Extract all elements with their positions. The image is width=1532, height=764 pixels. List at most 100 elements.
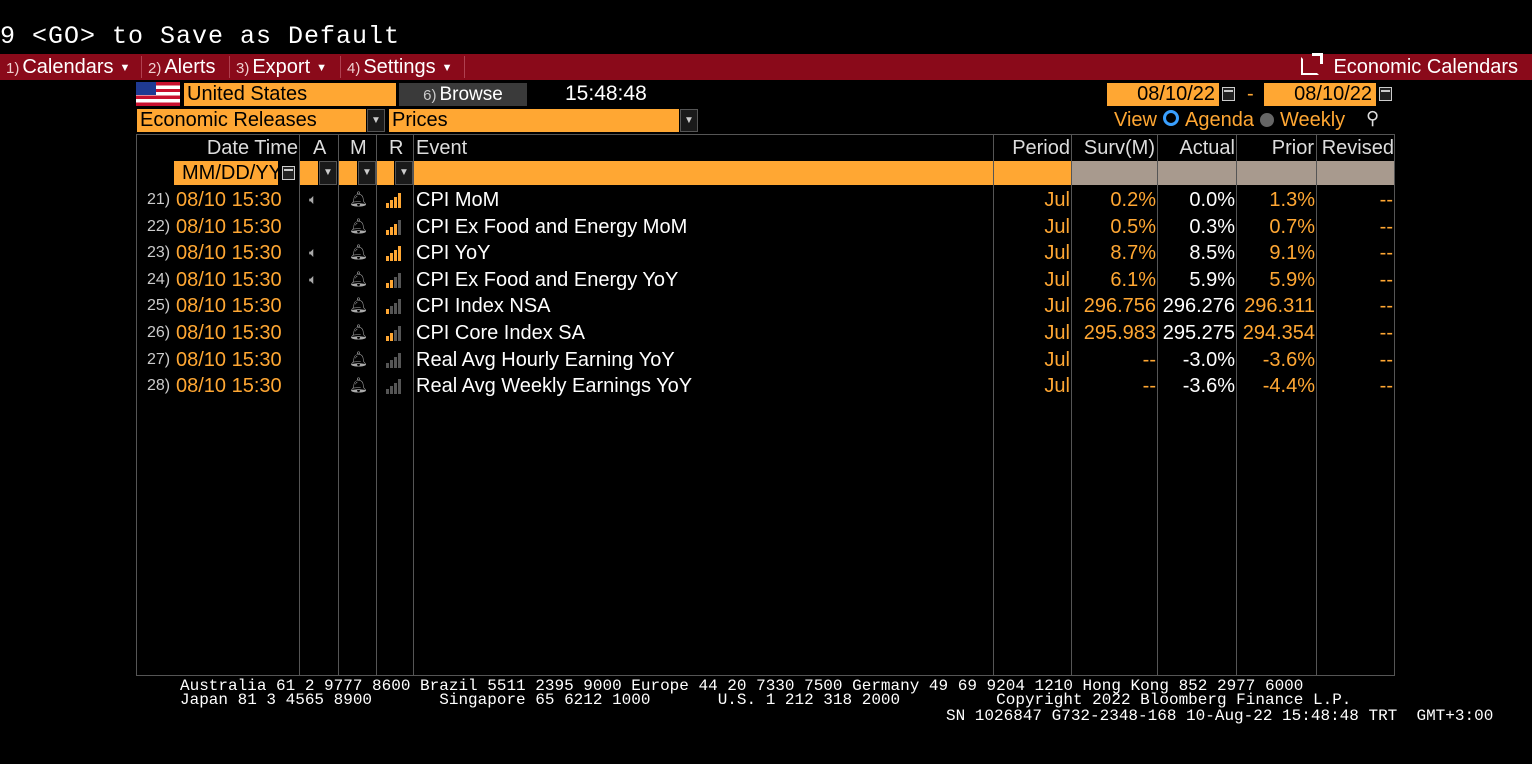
column-header-actual[interactable]: Actual (1179, 137, 1235, 159)
column-header-period[interactable]: Period (1012, 137, 1070, 159)
survey-value: 295.983 (1083, 322, 1156, 344)
menu-calendars[interactable]: 1) Calendars ▼ (6, 56, 131, 78)
date-filter-input[interactable]: MM/DD/YY (174, 161, 282, 185)
period-filter-input[interactable] (994, 161, 1071, 185)
date-from-field[interactable]: 08/10/22 (1107, 83, 1219, 106)
column-header-m[interactable]: M (350, 137, 367, 159)
event-datetime: 08/10 15:30 (176, 349, 282, 371)
menu-export[interactable]: 3) Export ▼ (236, 56, 328, 78)
relevance-bars-icon (386, 325, 404, 341)
row-number: 26) (147, 324, 171, 341)
column-header-prior[interactable]: Prior (1271, 137, 1314, 159)
bell-icon[interactable]: 🔔︎ (349, 351, 369, 368)
survey-value: 8.7% (1110, 242, 1156, 264)
chevron-down-icon: ▼ (119, 61, 131, 74)
column-divider (1316, 134, 1317, 676)
chevron-down-icon: ▼ (441, 61, 453, 74)
actual-value: 5.9% (1189, 269, 1235, 291)
table-row[interactable]: 28) 08/10 15:30 🔔︎ Real Avg Weekly Earnings… (137, 373, 1394, 399)
column-header-a[interactable]: A (313, 137, 327, 159)
window-title[interactable]: Economic Calendars (1301, 53, 1518, 80)
radio-selected-icon[interactable] (1163, 110, 1179, 126)
menu-export-label: Export (252, 56, 311, 78)
radio-unselected-icon[interactable] (1259, 113, 1274, 127)
table-row[interactable]: 27) 08/10 15:30 🔔︎ Real Avg Hourly Earning … (137, 347, 1394, 373)
view-agenda-option[interactable]: Agenda (1185, 109, 1254, 131)
us-flag-icon (136, 82, 180, 106)
column-header-r[interactable]: R (389, 137, 404, 159)
speaker-icon[interactable]: 🔈︎ (309, 271, 318, 287)
bell-icon[interactable]: 🔔︎ (349, 244, 369, 261)
external-link-icon (1301, 53, 1324, 75)
table-row[interactable]: 26) 08/10 15:30 🔔︎ CPI Core Index SA Jul 295.… (137, 320, 1394, 346)
column-divider (376, 134, 377, 676)
event-period: Jul (1044, 349, 1070, 371)
event-name: CPI Ex Food and Energy MoM (416, 216, 688, 238)
chevron-down-icon[interactable]: ▼ (358, 161, 376, 185)
menu-alerts[interactable]: 2) Alerts (148, 56, 216, 78)
event-filter-input[interactable] (414, 161, 993, 185)
revised-filter (1317, 161, 1394, 185)
audio-filter[interactable] (300, 161, 318, 185)
event-period: Jul (1044, 269, 1070, 291)
column-header-survey[interactable]: Surv(M) (1083, 137, 1155, 159)
table-row[interactable]: 23) 08/10 15:30 🔈︎ 🔔︎ CPI YoY Jul 8.7% 8.5% 9.1%… (137, 240, 1394, 266)
country-field[interactable]: United States (184, 83, 396, 106)
chevron-down-icon[interactable]: ▼ (319, 161, 337, 185)
view-toggle: View Agenda Weekly (1114, 108, 1345, 132)
event-datetime: 08/10 15:30 (176, 295, 282, 317)
survey-value: 0.2% (1110, 189, 1156, 211)
event-datetime: 08/10 15:30 (176, 269, 282, 291)
bell-icon[interactable]: 🔔︎ (349, 218, 369, 235)
view-weekly-option[interactable]: Weekly (1279, 109, 1346, 131)
event-period: Jul (1044, 216, 1070, 238)
relevance-bars-icon (386, 272, 404, 288)
table-row[interactable]: 25) 08/10 15:30 🔔︎ CPI Index NSA Jul 296.756 2… (137, 293, 1394, 319)
chevron-down-icon[interactable]: ▼ (680, 109, 698, 132)
browse-button[interactable]: 6) Browse (399, 83, 527, 106)
table-row[interactable]: 22) 08/10 15:30 🔔︎ CPI Ex Food and Energy M… (137, 214, 1394, 240)
bell-icon[interactable]: 🔔︎ (349, 297, 369, 314)
bell-icon[interactable]: 🔔︎ (349, 377, 369, 394)
row-number: 21) (147, 191, 171, 208)
event-name: Real Avg Weekly Earnings YoY (416, 375, 693, 397)
chevron-down-icon[interactable]: ▼ (367, 109, 385, 132)
prior-value: 1.3% (1269, 189, 1315, 211)
column-divider (1071, 134, 1072, 676)
release-type-select[interactable]: Economic Releases (137, 109, 366, 132)
prior-value: 294.354 (1242, 322, 1315, 344)
column-header-datetime[interactable]: Date Time (206, 137, 298, 159)
command-line[interactable]: 9 <GO> to Save as Default (0, 22, 401, 51)
menu-settings[interactable]: 4) Settings ▼ (347, 56, 453, 78)
chevron-down-icon[interactable]: ▼ (395, 161, 413, 185)
footer-contacts: Australia 61 2 9777 8600 Brazil 5511 239… (180, 677, 1304, 695)
table-row[interactable]: 21) 08/10 15:30 🔈︎ 🔔︎ CPI MoM Jul 0.2% 0.0% 1.3%… (137, 187, 1394, 213)
event-name: CPI YoY (416, 242, 491, 264)
calendar-icon[interactable] (282, 166, 295, 180)
column-header-event[interactable]: Event (416, 137, 468, 159)
zoom-icon[interactable]: ⚲ (1366, 108, 1380, 128)
bell-icon[interactable]: 🔔︎ (349, 324, 369, 341)
prior-filter (1237, 161, 1316, 185)
calendar-icon[interactable] (1222, 87, 1235, 101)
date-to-field[interactable]: 08/10/22 (1264, 83, 1376, 106)
prior-value: 0.7% (1269, 216, 1315, 238)
alert-filter[interactable] (339, 161, 357, 185)
actual-filter (1158, 161, 1236, 185)
bell-icon[interactable]: 🔔︎ (349, 271, 369, 288)
calendar-icon[interactable] (1379, 87, 1392, 101)
column-divider (338, 134, 339, 676)
column-divider (413, 134, 414, 676)
bell-icon[interactable]: 🔔︎ (349, 191, 369, 208)
menu-divider (464, 56, 465, 78)
relevance-bars-icon (386, 298, 404, 314)
speaker-icon[interactable]: 🔈︎ (309, 191, 318, 207)
actual-value: 8.5% (1189, 242, 1235, 264)
survey-value: 6.1% (1110, 269, 1156, 291)
relevance-filter[interactable] (377, 161, 394, 185)
table-row[interactable]: 24) 08/10 15:30 🔈︎ 🔔︎ CPI Ex Food and Energy… (137, 267, 1394, 293)
column-header-revised[interactable]: Revised (1321, 137, 1394, 159)
prior-value: 9.1% (1269, 242, 1315, 264)
speaker-icon[interactable]: 🔈︎ (309, 244, 318, 260)
category-select[interactable]: Prices (389, 109, 679, 132)
